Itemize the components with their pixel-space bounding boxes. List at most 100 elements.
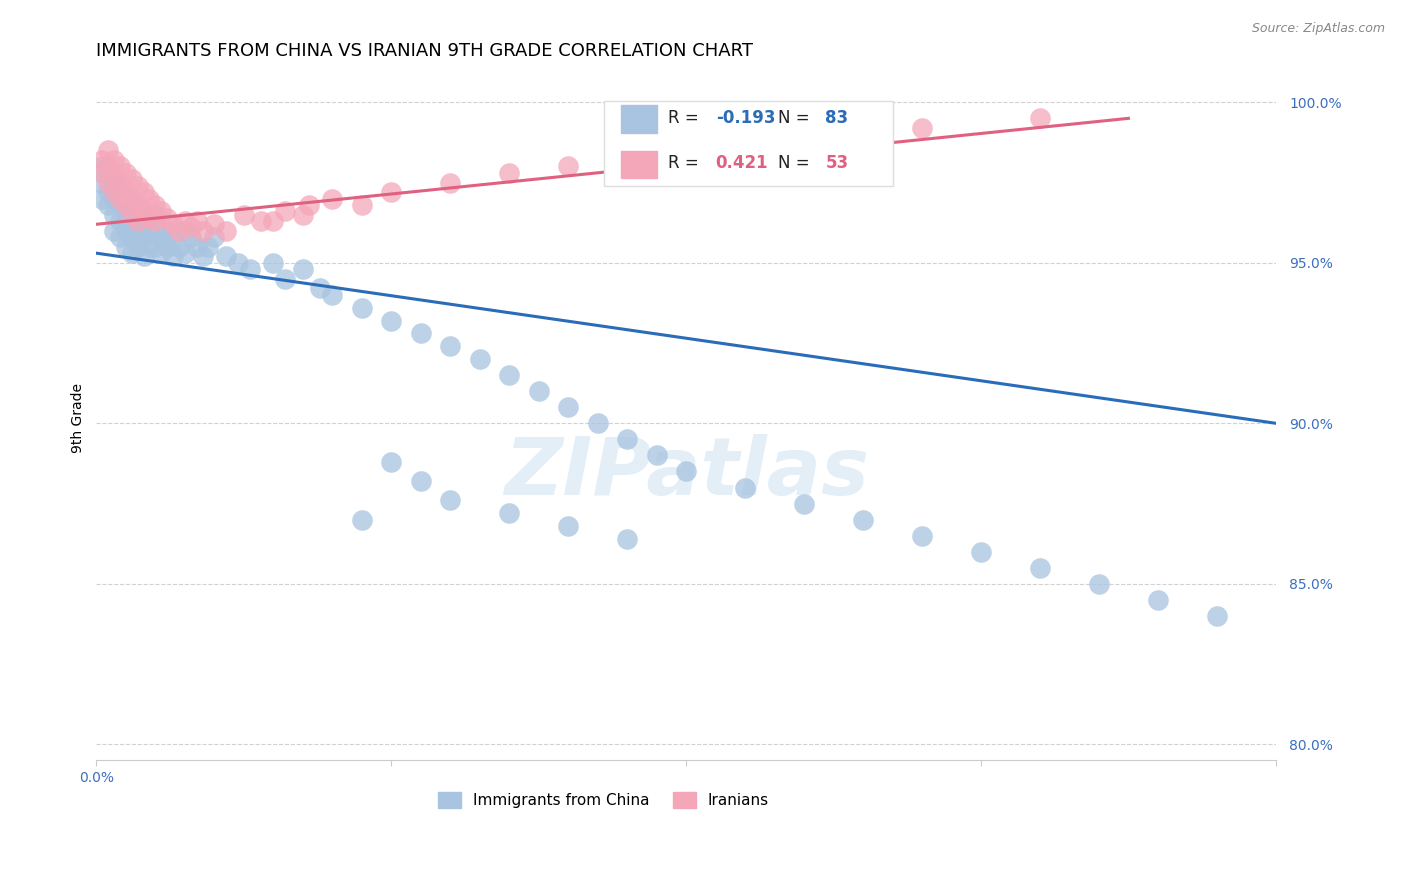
Point — [911, 529, 934, 543]
Text: N =: N = — [778, 109, 815, 127]
Point — [103, 192, 125, 206]
Point — [274, 272, 297, 286]
Point — [132, 249, 155, 263]
Point — [143, 224, 166, 238]
Point — [226, 256, 249, 270]
Point — [121, 246, 143, 260]
Point — [115, 240, 138, 254]
Point — [734, 481, 756, 495]
Point — [97, 176, 120, 190]
Point — [103, 208, 125, 222]
Text: 53: 53 — [825, 154, 848, 172]
Text: 0.421: 0.421 — [716, 154, 768, 172]
Point — [108, 214, 131, 228]
Text: -0.193: -0.193 — [716, 109, 775, 127]
Bar — [621, 151, 657, 178]
Point — [675, 465, 697, 479]
Point — [291, 262, 314, 277]
Point — [291, 208, 314, 222]
Point — [127, 214, 149, 228]
Point — [108, 198, 131, 212]
Point — [321, 192, 343, 206]
Point — [97, 166, 120, 180]
Point — [108, 185, 131, 199]
Point — [645, 449, 668, 463]
Point — [127, 224, 149, 238]
Point — [162, 217, 184, 231]
Legend: Immigrants from China, Iranians: Immigrants from China, Iranians — [432, 786, 775, 814]
Point — [97, 198, 120, 212]
Point — [121, 214, 143, 228]
Point — [138, 240, 160, 254]
Point — [103, 166, 125, 180]
Point — [409, 326, 432, 341]
Point — [180, 220, 202, 235]
Point — [138, 192, 160, 206]
Bar — [621, 105, 657, 133]
Text: 83: 83 — [825, 109, 848, 127]
Point — [138, 224, 160, 238]
Point — [167, 224, 190, 238]
Point — [115, 166, 138, 180]
Point — [439, 493, 461, 508]
Point — [167, 240, 190, 254]
Point — [586, 417, 609, 431]
Point — [186, 240, 208, 254]
Point — [143, 214, 166, 228]
Point — [97, 185, 120, 199]
Point — [91, 153, 114, 167]
Point — [115, 208, 138, 222]
Point — [350, 513, 373, 527]
Point — [143, 198, 166, 212]
Point — [1147, 592, 1170, 607]
Point — [215, 224, 238, 238]
Point — [108, 192, 131, 206]
Text: R =: R = — [668, 109, 704, 127]
Point — [262, 214, 284, 228]
Point — [121, 230, 143, 244]
Point — [186, 214, 208, 228]
Point — [108, 176, 131, 190]
Point — [121, 172, 143, 186]
Point — [911, 120, 934, 135]
Point — [127, 240, 149, 254]
Point — [527, 384, 550, 399]
Point — [150, 204, 173, 219]
Point — [468, 352, 491, 367]
Point — [793, 130, 815, 145]
Point — [103, 224, 125, 238]
Point — [132, 185, 155, 199]
Point — [91, 176, 114, 190]
Point — [557, 519, 579, 533]
Text: ZIPatlas: ZIPatlas — [503, 434, 869, 512]
Point — [409, 474, 432, 488]
Point — [156, 224, 179, 238]
Point — [121, 198, 143, 212]
Point — [127, 198, 149, 212]
Point — [498, 506, 520, 520]
Point — [138, 211, 160, 225]
Point — [97, 160, 120, 174]
Point — [191, 249, 214, 263]
Point — [121, 208, 143, 222]
Text: N =: N = — [778, 154, 815, 172]
Point — [162, 249, 184, 263]
Point — [970, 545, 993, 559]
Point — [793, 497, 815, 511]
Point — [309, 281, 332, 295]
Point — [115, 198, 138, 212]
Point — [439, 176, 461, 190]
Point — [121, 192, 143, 206]
Point — [97, 144, 120, 158]
Point — [132, 230, 155, 244]
Point — [215, 249, 238, 263]
Point — [616, 150, 638, 164]
Text: R =: R = — [668, 154, 704, 172]
Point — [380, 185, 402, 199]
Point — [852, 513, 875, 527]
Point — [274, 204, 297, 219]
Point — [239, 262, 262, 277]
Point — [127, 208, 149, 222]
Point — [557, 160, 579, 174]
Point — [380, 313, 402, 327]
